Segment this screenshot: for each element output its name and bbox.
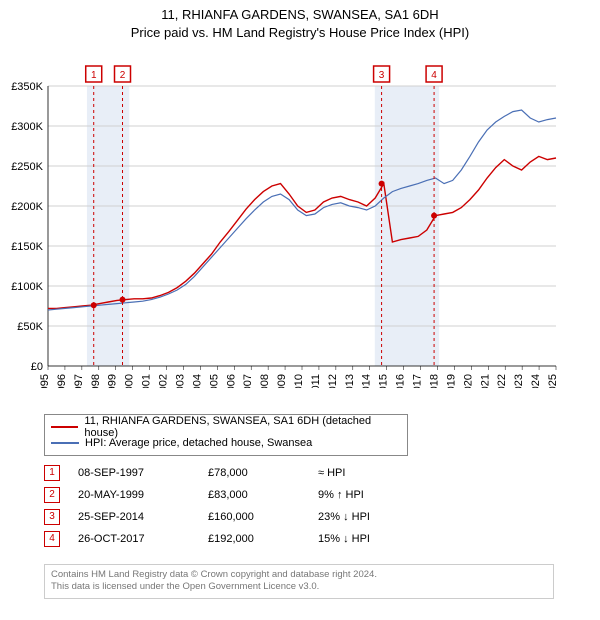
svg-text:2003: 2003 bbox=[174, 374, 186, 388]
svg-text:2006: 2006 bbox=[225, 374, 237, 388]
svg-text:2008: 2008 bbox=[259, 374, 271, 388]
sale-price: £83,000 bbox=[208, 489, 318, 501]
svg-text:1996: 1996 bbox=[56, 374, 68, 388]
legend: 11, RHIANFA GARDENS, SWANSEA, SA1 6DH (d… bbox=[44, 414, 408, 456]
sale-marker-4: 4 bbox=[44, 531, 60, 547]
svg-text:2015: 2015 bbox=[378, 374, 390, 388]
svg-text:2025: 2025 bbox=[547, 374, 559, 388]
svg-text:2022: 2022 bbox=[496, 374, 508, 388]
svg-text:1999: 1999 bbox=[107, 374, 119, 388]
svg-text:2007: 2007 bbox=[242, 374, 254, 388]
attribution-line1: Contains HM Land Registry data © Crown c… bbox=[51, 569, 547, 581]
svg-text:2024: 2024 bbox=[530, 374, 542, 388]
svg-text:1: 1 bbox=[91, 70, 97, 81]
sale-price: £78,000 bbox=[208, 467, 318, 479]
svg-text:£50K: £50K bbox=[17, 321, 43, 333]
svg-text:2010: 2010 bbox=[293, 374, 305, 388]
svg-text:£250K: £250K bbox=[11, 161, 43, 173]
svg-text:2018: 2018 bbox=[428, 374, 440, 388]
legend-swatch-property bbox=[51, 426, 78, 428]
legend-label-property: 11, RHIANFA GARDENS, SWANSEA, SA1 6DH (d… bbox=[84, 415, 401, 439]
sale-date: 25-SEP-2014 bbox=[78, 511, 208, 523]
svg-text:2001: 2001 bbox=[141, 374, 153, 388]
svg-text:2009: 2009 bbox=[276, 374, 288, 388]
sale-date: 20-MAY-1999 bbox=[78, 489, 208, 501]
svg-text:2019: 2019 bbox=[445, 374, 457, 388]
svg-text:2002: 2002 bbox=[158, 374, 170, 388]
svg-text:1998: 1998 bbox=[90, 374, 102, 388]
sale-marker-2: 2 bbox=[44, 487, 60, 503]
svg-text:2017: 2017 bbox=[412, 374, 424, 388]
title-address: 11, RHIANFA GARDENS, SWANSEA, SA1 6DH bbox=[0, 6, 600, 24]
sale-marker-1: 1 bbox=[44, 465, 60, 481]
sale-marker-3: 3 bbox=[44, 509, 60, 525]
svg-text:2005: 2005 bbox=[208, 374, 220, 388]
svg-text:£0: £0 bbox=[31, 361, 43, 373]
sale-price: £192,000 bbox=[208, 533, 318, 545]
svg-text:2: 2 bbox=[120, 70, 126, 81]
svg-text:2014: 2014 bbox=[361, 374, 373, 388]
legend-swatch-hpi bbox=[51, 442, 79, 444]
svg-text:£150K: £150K bbox=[11, 241, 43, 253]
svg-text:2012: 2012 bbox=[327, 374, 339, 388]
table-row: 4 26-OCT-2017 £192,000 15% ↓ HPI bbox=[44, 528, 418, 550]
attribution-line2: This data is licensed under the Open Gov… bbox=[51, 581, 547, 593]
svg-text:£350K: £350K bbox=[11, 81, 43, 93]
table-row: 2 20-MAY-1999 £83,000 9% ↑ HPI bbox=[44, 484, 418, 506]
svg-text:£300K: £300K bbox=[11, 121, 43, 133]
svg-text:2004: 2004 bbox=[191, 374, 203, 388]
sale-delta: 15% ↓ HPI bbox=[318, 533, 418, 545]
svg-text:2000: 2000 bbox=[124, 374, 136, 388]
table-row: 1 08-SEP-1997 £78,000 ≈ HPI bbox=[44, 462, 418, 484]
price-chart: £0 £50K £100K £150K £200K £250K £300K £350K 1995… bbox=[0, 28, 600, 388]
legend-label-hpi: HPI: Average price, detached house, Swan… bbox=[85, 437, 312, 449]
sale-date: 08-SEP-1997 bbox=[78, 467, 208, 479]
sale-delta: 23% ↓ HPI bbox=[318, 511, 418, 523]
sales-table: 1 08-SEP-1997 £78,000 ≈ HPI 2 20-MAY-199… bbox=[44, 462, 418, 550]
attribution-box: Contains HM Land Registry data © Crown c… bbox=[44, 564, 554, 599]
sale-price: £160,000 bbox=[208, 511, 318, 523]
sale-delta: ≈ HPI bbox=[318, 467, 418, 479]
svg-text:4: 4 bbox=[431, 70, 437, 81]
svg-text:1995: 1995 bbox=[39, 374, 51, 388]
svg-text:£200K: £200K bbox=[11, 201, 43, 213]
svg-text:2020: 2020 bbox=[462, 374, 474, 388]
table-row: 3 25-SEP-2014 £160,000 23% ↓ HPI bbox=[44, 506, 418, 528]
sale-delta: 9% ↑ HPI bbox=[318, 489, 418, 501]
svg-text:1997: 1997 bbox=[73, 374, 85, 388]
svg-text:2013: 2013 bbox=[344, 374, 356, 388]
sale-date: 26-OCT-2017 bbox=[78, 533, 208, 545]
svg-text:2016: 2016 bbox=[395, 374, 407, 388]
svg-text:2021: 2021 bbox=[479, 374, 491, 388]
svg-text:2011: 2011 bbox=[310, 374, 322, 388]
svg-text:£100K: £100K bbox=[11, 281, 43, 293]
svg-text:2023: 2023 bbox=[513, 374, 525, 388]
svg-text:3: 3 bbox=[379, 70, 385, 81]
